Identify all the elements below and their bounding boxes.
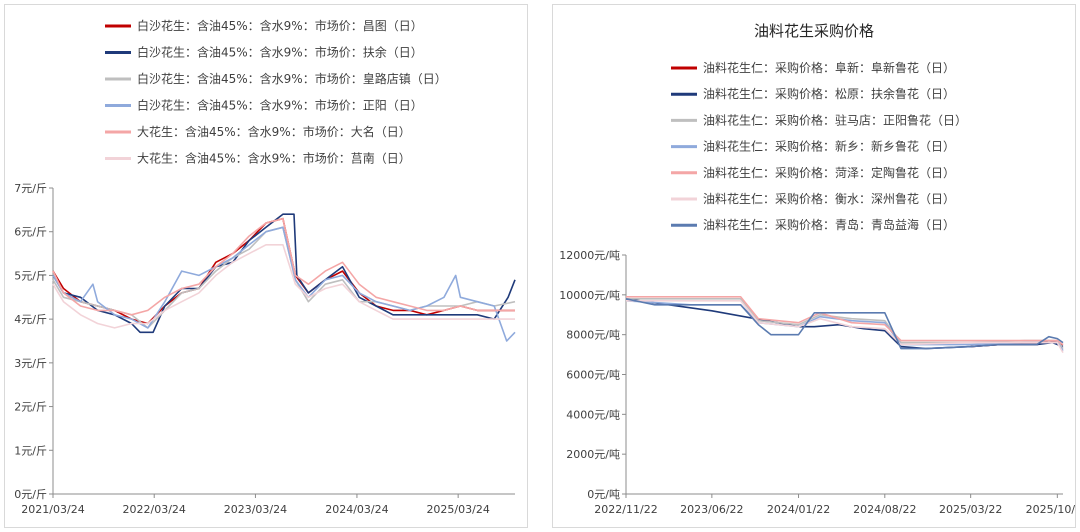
left-x-tick-label: 2021/03/24	[21, 503, 84, 516]
right-legend-label-3: 油料花生仁：采购价格：新乡：新乡鲁花（日）	[703, 139, 955, 154]
left-y-tick-label: 7元/斤	[14, 182, 47, 195]
left-series-line-1	[52, 213, 516, 334]
left-chart-panel: 0元/斤 1元/斤 2元/斤 3元/斤 4元/斤 5元/斤 6元/斤 7元/斤 2021/03/…	[4, 4, 528, 528]
left-y-tick-label: 6元/斤	[14, 226, 47, 239]
left-chart-svg: 0元/斤 1元/斤 2元/斤 3元/斤 4元/斤 5元/斤 6元/斤 7元/斤 2021/03/…	[14, 18, 516, 516]
right-chart-title: 油料花生采购价格	[754, 22, 874, 40]
right-legend-label-5: 油料花生仁：采购价格：衡水：深州鲁花（日）	[703, 191, 955, 206]
left-y-tick-label: 5元/斤	[14, 269, 47, 282]
left-legend-label-0: 白沙花生：含油45%：含水9%：市场价：昌图（日）	[137, 18, 423, 33]
left-series-line-4	[52, 217, 515, 316]
right-series-line-5	[626, 299, 1064, 353]
right-y-tick-label: 8000元/吨	[566, 329, 620, 342]
right-series-line-4	[626, 295, 1064, 346]
left-x-tick-label: 2025/03/24	[426, 503, 489, 516]
right-y-tick-label: 4000元/吨	[566, 408, 620, 421]
right-legend-label-6: 油料花生仁：采购价格：青岛：青岛益海（日）	[703, 217, 955, 232]
left-x-tick-label: 2024/03/24	[325, 503, 388, 516]
right-x-tick-label: 2025/03/22	[939, 503, 1002, 516]
right-chart-svg: 油料花生采购价格 0元/吨 2000元/吨 4000元/吨 6000元/吨 8000元/吨…	[559, 22, 1075, 516]
left-legend-label-1: 白沙花生：含油45%：含水9%：市场价：扶余（日）	[137, 45, 423, 60]
left-y-tick-label: 4元/斤	[14, 313, 47, 326]
left-legend-label-2: 白沙花生：含油45%：含水9%：市场价：皇路店镇（日）	[137, 71, 447, 86]
right-x-tick-label: 2025/10/22	[1026, 503, 1075, 516]
left-y-tick-label: 1元/斤	[14, 444, 47, 457]
left-series-line-3	[52, 226, 516, 342]
right-legend-label-2: 油料花生仁：采购价格：驻马店：正阳鲁花（日）	[703, 112, 967, 127]
right-x-tick-label: 2022/11/22	[594, 503, 657, 516]
right-y-tick-label: 10000元/吨	[559, 289, 620, 302]
right-x-tick-label: 2023/06/22	[680, 503, 743, 516]
right-chart-panel: 油料花生采购价格 0元/吨 2000元/吨 4000元/吨 6000元/吨 8000元/吨…	[552, 4, 1076, 528]
left-series-line-5	[52, 244, 515, 329]
right-y-tick-label: 0元/吨	[587, 488, 620, 501]
right-y-tick-label: 12000元/吨	[559, 249, 620, 262]
right-legend-label-0: 油料花生仁：采购价格：阜新：阜新鲁花（日）	[703, 60, 955, 75]
left-legend-label-3: 白沙花生：含油45%：含水9%：市场价：正阳（日）	[137, 98, 423, 113]
right-legend-label-4: 油料花生仁：采购价格：菏泽：定陶鲁花（日）	[703, 165, 955, 180]
left-y-tick-label: 0元/斤	[14, 488, 47, 501]
left-legend-label-5: 大花生：含油45%：含水9%：市场价：莒南（日）	[137, 151, 411, 166]
right-y-tick-label: 6000元/吨	[566, 369, 620, 382]
right-y-tick-label: 2000元/吨	[566, 448, 620, 461]
right-x-tick-label: 2024/08/22	[853, 503, 916, 516]
right-x-tick-label: 2024/01/22	[767, 503, 830, 516]
left-y-tick-label: 2元/斤	[14, 401, 47, 414]
right-legend-label-1: 油料花生仁：采购价格：松原：扶余鲁花（日）	[703, 86, 955, 101]
right-series-line-6	[625, 298, 1064, 350]
left-legend-label-4: 大花生：含油45%：含水9%：市场价：大名（日）	[137, 124, 411, 139]
left-x-tick-label: 2022/03/24	[123, 503, 186, 516]
left-y-tick-label: 3元/斤	[14, 357, 47, 370]
left-x-tick-label: 2023/03/24	[224, 503, 287, 516]
